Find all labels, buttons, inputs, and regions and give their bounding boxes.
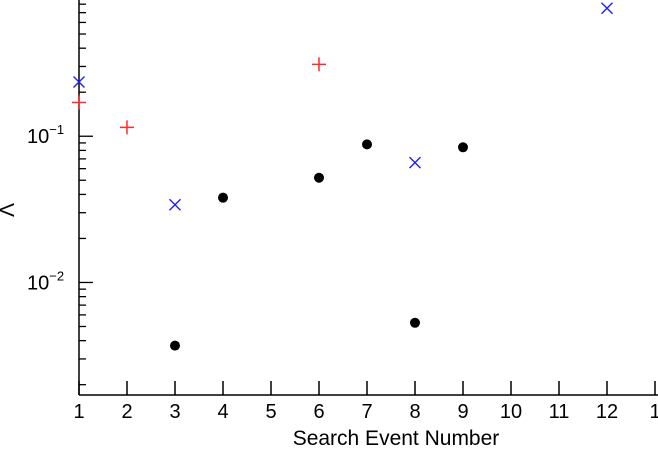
data-point-circle	[170, 340, 180, 351]
data-point-plus	[312, 57, 326, 72]
x-tick-label: 4	[217, 401, 228, 423]
x-tick-label: 6	[313, 401, 324, 423]
x-tick-label: 3	[169, 401, 180, 423]
x-tick-label: 2	[121, 401, 132, 423]
x-tick-label: 10	[500, 401, 522, 423]
y-tick-label: 10−1	[27, 122, 64, 148]
tick-marks	[78, 3, 656, 395]
x-tick-label: 8	[409, 401, 420, 423]
x-tick-label: 11	[549, 401, 570, 423]
x-tick-label: 12	[596, 401, 618, 423]
x-tick-label: 5	[265, 401, 276, 423]
data-point-circle	[314, 172, 324, 183]
data-points	[72, 2, 613, 351]
data-point-cross	[601, 2, 613, 15]
y-axis-title: Λ	[0, 203, 19, 217]
data-point-circle	[362, 139, 372, 150]
data-point-cross	[73, 75, 85, 88]
data-point-circle	[410, 317, 420, 328]
x-tick-label: 1	[649, 401, 658, 423]
data-point-plus	[120, 120, 134, 135]
data-point-cross	[409, 156, 421, 169]
data-point-circle	[218, 192, 228, 203]
x-tick-label: 1	[73, 401, 84, 423]
x-axis-title: Search Event Number	[293, 427, 500, 450]
data-point-plus	[72, 95, 86, 110]
axes	[78, 0, 658, 396]
x-tick-label: 9	[457, 401, 468, 423]
y-tick-label: 10−2	[27, 268, 64, 294]
tick-labels: 1 2 3 4 5 6 7 8 9 10 11 12 110−210−1	[27, 122, 658, 423]
data-point-circle	[458, 142, 468, 153]
data-point-cross	[169, 198, 181, 211]
x-tick-label: 7	[361, 401, 372, 423]
